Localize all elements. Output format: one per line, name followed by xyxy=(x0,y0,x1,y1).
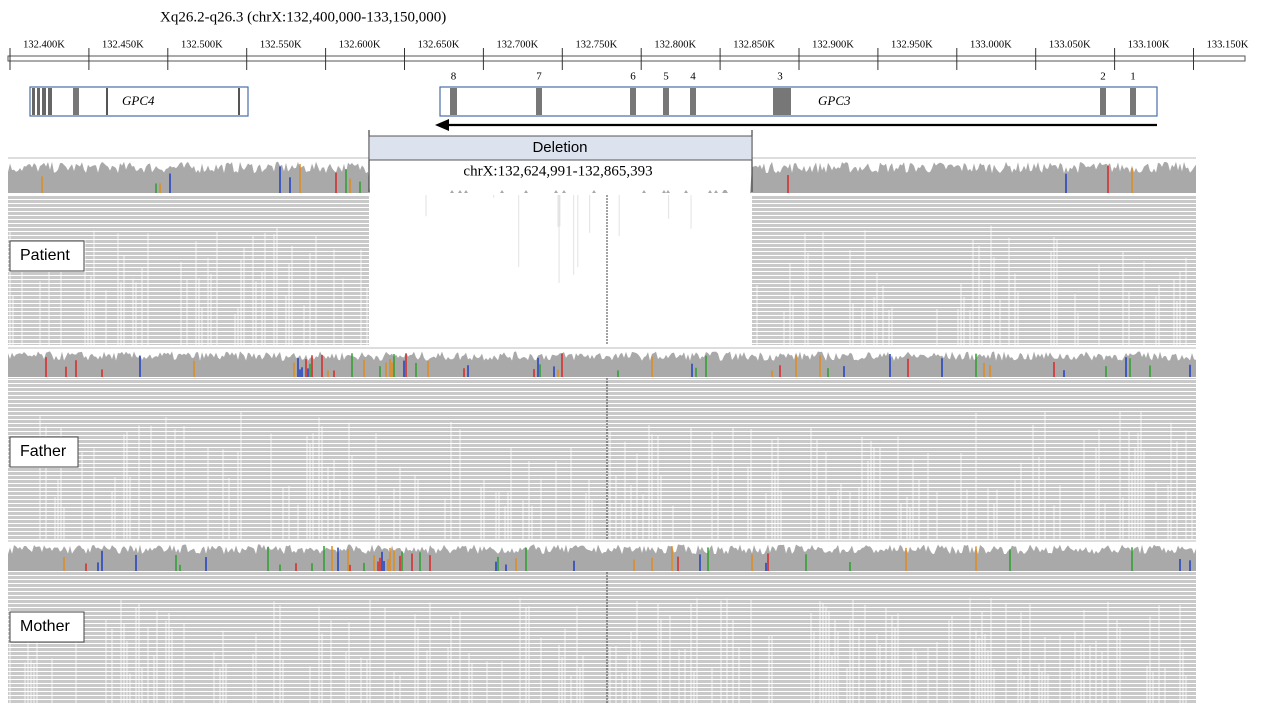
arrow-head xyxy=(435,119,449,131)
ruler-label: 132.850K xyxy=(733,39,775,50)
track-label: Mother xyxy=(20,618,70,635)
exon xyxy=(48,88,52,115)
ruler-label: 132.550K xyxy=(260,39,302,50)
exon xyxy=(690,88,696,115)
exon-number: 6 xyxy=(630,71,636,83)
exon-number: 5 xyxy=(663,71,669,83)
exon-number: 2 xyxy=(1100,71,1106,83)
gene-label: GPC4 xyxy=(122,93,155,108)
exon xyxy=(536,88,542,115)
exon xyxy=(238,88,240,115)
exon xyxy=(73,88,79,115)
deletion: Deletion chrX:132,624,991-132,865,393 xyxy=(369,130,752,192)
coverage xyxy=(8,351,1196,377)
ruler-label: 133.100K xyxy=(1128,39,1170,50)
track-label: Patient xyxy=(20,247,70,264)
ruler-label: 132.450K xyxy=(102,39,144,50)
deletion-label: Deletion xyxy=(532,139,587,156)
exon-number: 4 xyxy=(690,71,696,83)
ruler-label: 132.950K xyxy=(891,39,933,50)
ruler-label: 132.750K xyxy=(575,39,617,50)
exon xyxy=(1130,88,1136,115)
reads xyxy=(8,378,1196,540)
igv-view: Xq26.2-q26.3 (chrX:132,400,000-133,150,0… xyxy=(0,0,1261,703)
ruler-label: 132.650K xyxy=(418,39,460,50)
ruler-label: 133.150K xyxy=(1207,39,1249,50)
exon xyxy=(450,88,457,115)
ruler: 132.400K 132.450K 132.500K 132.550K 132.600K… xyxy=(8,39,1249,70)
exon xyxy=(37,88,40,115)
gene-label: GPC3 xyxy=(818,93,851,108)
exon-number: 1 xyxy=(1130,71,1136,83)
ruler-label: 132.500K xyxy=(181,39,223,50)
exon xyxy=(630,88,636,115)
page: {"header": {"title": "Xq26.2-q26.3 (chrX… xyxy=(0,0,1261,703)
ruler-label: 132.400K xyxy=(23,39,65,50)
exon xyxy=(1100,88,1106,115)
exon xyxy=(42,88,46,115)
gene-box xyxy=(440,87,1157,116)
exon-number: 8 xyxy=(451,71,457,83)
ruler-bar xyxy=(8,56,1245,61)
deletion-region: chrX:132,624,991-132,865,393 xyxy=(463,163,652,179)
gene-gpc4: GPC4 xyxy=(30,87,248,116)
ruler-label: 132.700K xyxy=(497,39,539,50)
ruler-label: 133.000K xyxy=(970,39,1012,50)
exon xyxy=(663,88,669,115)
ruler-label: 132.800K xyxy=(654,39,696,50)
ruler-label: 132.600K xyxy=(339,39,381,50)
region-title: Xq26.2-q26.3 (chrX:132,400,000-133,150,0… xyxy=(160,9,446,25)
exon-number: 7 xyxy=(536,71,542,83)
alignment-track xyxy=(8,541,1196,703)
ruler-label: 133.050K xyxy=(1049,39,1091,50)
ruler-label: 132.900K xyxy=(812,39,854,50)
alignment-track xyxy=(8,158,1196,345)
exon xyxy=(32,88,35,115)
exon xyxy=(773,88,791,115)
exon xyxy=(106,88,108,115)
gene-gpc3: GPC3 8 7 6 5 4 3 2 1 xyxy=(435,71,1157,131)
exon-number: 3 xyxy=(777,71,783,83)
coverage xyxy=(8,544,1196,571)
alignment-track xyxy=(8,348,1196,540)
tracks xyxy=(8,158,1196,703)
track-label: Father xyxy=(20,443,67,460)
